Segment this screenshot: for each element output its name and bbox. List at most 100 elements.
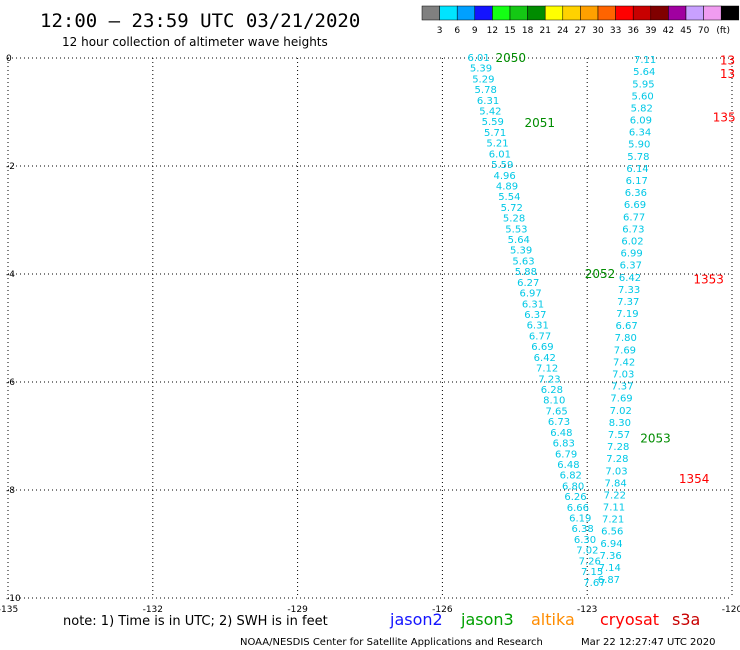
wave-height-value: 5.72 [501, 203, 523, 214]
wave-height-value: 7.33 [618, 285, 640, 296]
wave-height-value: 6.82 [560, 471, 582, 482]
pass-number-label: 1354 [679, 472, 710, 486]
legend-swatch [668, 5, 687, 21]
satellite-legend: jason2 jason3 altika cryosat s3a [389, 610, 700, 629]
wave-height-value: 6.34 [629, 128, 651, 139]
wave-height-value: 7.57 [608, 430, 630, 441]
wave-height-value: 5.90 [628, 140, 650, 151]
wave-height-value: 6.79 [555, 449, 577, 460]
wave-height-value: 5.63 [512, 256, 534, 267]
pass-number-label: 2050 [495, 51, 526, 65]
legend-swatch [509, 5, 528, 21]
wave-height-value: 7.03 [605, 466, 627, 477]
wave-height-value: 5.59 [491, 160, 513, 171]
axis-ticks: -135 -132 -129 -126 -123 -120 0 -2 -4 -6 -8 -10 [0, 54, 740, 615]
wave-height-value: 7.11 [603, 503, 625, 514]
legend-swatch [456, 5, 476, 21]
wave-height-value: 5.54 [498, 192, 520, 203]
legend-label: 30 [592, 26, 604, 36]
wave-height-value: 5.64 [508, 235, 530, 246]
pass-number-label: 2053 [640, 432, 671, 446]
wave-height-value: 6.69 [531, 342, 553, 353]
wave-height-value: 7.37 [611, 382, 633, 393]
wave-height-value: 7.37 [617, 297, 639, 308]
wave-height-value: 6.66 [567, 503, 589, 514]
wave-height-value: 6.42 [619, 273, 641, 284]
wave-height-value: 5.64 [633, 67, 655, 78]
y-tick-label: 0 [6, 54, 12, 64]
legend-label: 36 [627, 26, 639, 36]
wave-height-value: 6.73 [622, 224, 644, 235]
legend-swatch [703, 5, 722, 21]
x-tick-label: -120 [722, 605, 740, 615]
satellite-name: s3a [672, 610, 700, 629]
wave-height-value: 6.28 [541, 385, 563, 396]
footer-note: note: 1) Time is in UTC; 2) SWH is in fe… [63, 614, 328, 629]
wave-height-value: 7.03 [612, 370, 634, 381]
legend-swatch [527, 5, 546, 21]
wave-height-value: 4.96 [493, 171, 515, 182]
wave-height-value: 6.01 [467, 53, 489, 64]
legend-swatch [421, 5, 440, 21]
wave-height-value: 7.12 [536, 364, 558, 375]
legend-label: 42 [663, 26, 674, 36]
wave-height-value: 5.21 [486, 139, 508, 150]
legend-swatch [650, 5, 669, 21]
wave-height-value: 6.01 [489, 149, 511, 160]
legend-swatch [685, 5, 704, 21]
wave-height-value: 6.77 [623, 212, 645, 223]
footer-timestamp: Mar 22 12:27:47 UTC 2020 [581, 637, 716, 648]
wave-height-value: 7.02 [576, 546, 598, 557]
wave-height-value: 6.94 [600, 539, 622, 550]
wave-height-value: 7.80 [615, 333, 637, 344]
wave-height-value: 5.59 [482, 117, 504, 128]
legend-swatch [439, 5, 458, 21]
legend-swatch [492, 5, 511, 21]
wave-height-value: 7.23 [538, 374, 560, 385]
wave-height-value: 7.02 [610, 406, 632, 417]
legend-unit: (ft) [716, 26, 730, 36]
wave-height-value: 6.97 [519, 289, 541, 300]
legend-label: 3 [437, 26, 443, 36]
satellite-name: cryosat [600, 610, 659, 629]
wave-height-value: 6.99 [621, 249, 643, 260]
wave-height-value: 6.77 [529, 331, 551, 342]
wave-height-value: 7.69 [610, 394, 632, 405]
wave-height-value: 6.14 [626, 164, 648, 175]
wave-height-value: 7.65 [545, 406, 567, 417]
wave-height-value: 6.09 [630, 116, 652, 127]
satellite-name: jason3 [460, 610, 514, 629]
legend-swatch [615, 5, 634, 21]
x-tick-label: -123 [577, 605, 597, 615]
wave-height-value: 7.84 [605, 478, 627, 489]
y-tick-label: -2 [6, 162, 15, 172]
wave-height-value: 7.15 [581, 567, 603, 578]
wave-height-value: 6.80 [562, 481, 584, 492]
y-tick-label: -10 [6, 594, 21, 604]
wave-height-value: 6.17 [626, 176, 648, 187]
wave-height-value: 6.42 [534, 353, 556, 364]
wave-height-value: 6.27 [517, 278, 539, 289]
legend-swatch [580, 5, 599, 21]
legend-swatch [544, 5, 564, 21]
wave-height-value: 6.31 [522, 299, 544, 310]
legend-swatch [720, 5, 740, 21]
legend-label: 45 [680, 26, 691, 36]
legend-swatch [474, 5, 493, 21]
wave-height-value: 5.42 [479, 106, 501, 117]
wave-height-value: 7.28 [606, 454, 628, 465]
wave-height-value: 6.48 [550, 428, 572, 439]
wave-height-value: 7.69 [614, 345, 636, 356]
wave-height-value: 5.78 [475, 85, 497, 96]
wave-height-value: 8.10 [543, 396, 565, 407]
legend-label: 39 [645, 26, 657, 36]
legend-swatch [562, 5, 581, 21]
wave-height-value: 6.26 [564, 492, 586, 503]
wave-height-value: 6.73 [548, 417, 570, 428]
wave-height-value: 5.88 [515, 267, 537, 278]
wave-height-points: 6.015.395.295.786.315.425.595.715.216.01… [467, 53, 656, 589]
wave-height-value: 7.11 [634, 55, 656, 66]
wave-height-value: 6.31 [527, 321, 549, 332]
pass-number-label: 13 [720, 67, 735, 81]
